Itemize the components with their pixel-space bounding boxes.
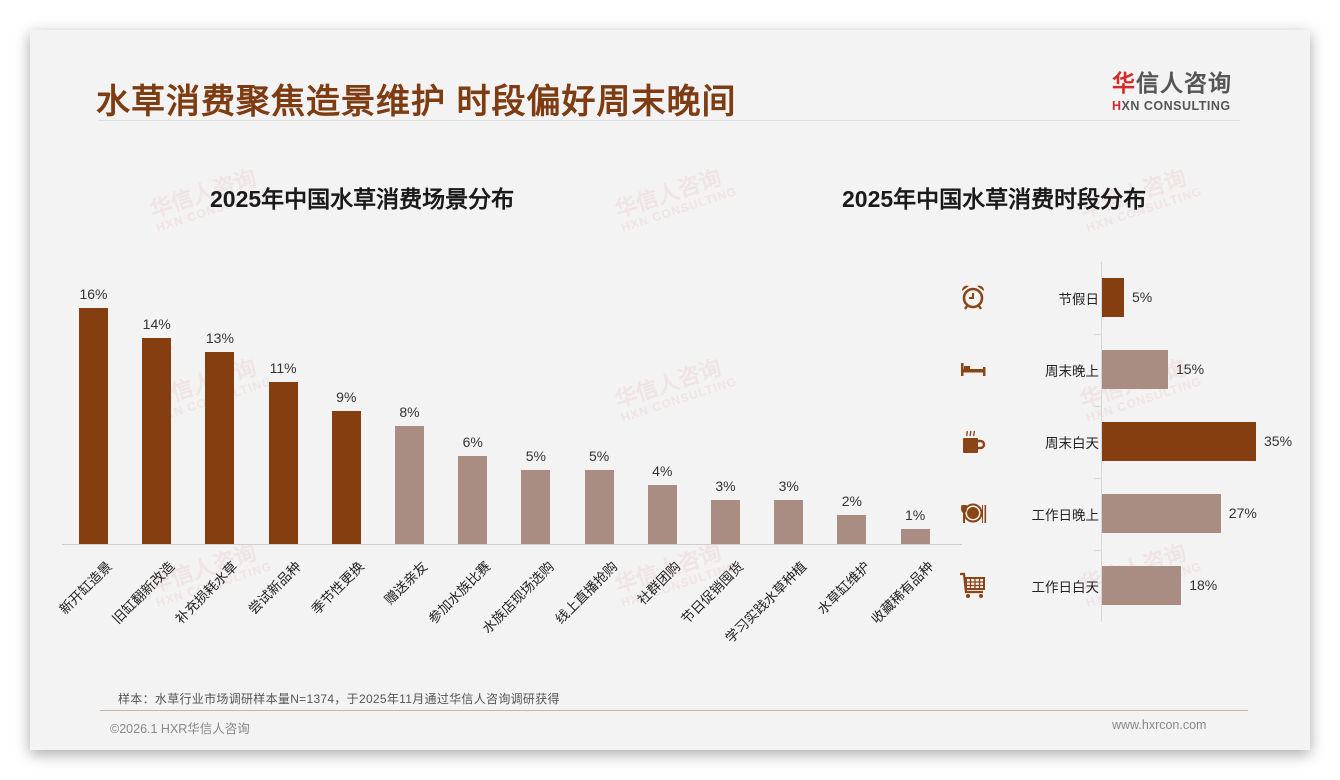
bar xyxy=(647,485,677,544)
category-label: 补充损耗水草 xyxy=(172,558,241,627)
website-link[interactable]: www.hxrcon.com xyxy=(1112,718,1207,732)
bar-value-label: 5% xyxy=(525,448,546,465)
bar xyxy=(1102,494,1221,533)
logo: 华信人咨询 HXN CONSULTING xyxy=(1112,70,1232,113)
bar xyxy=(1102,278,1124,317)
category-label: 线上直播抢购 xyxy=(552,558,621,627)
category-label: 收藏稀有品种 xyxy=(868,558,937,627)
bar-value-label: 4% xyxy=(652,463,673,479)
category-label: 工作日白天 xyxy=(1031,580,1100,595)
sample-note: 样本：水草行业市场调研样本量N=1374，于2025年11月通过华信人咨询调研获… xyxy=(118,692,560,706)
bar-value-label: 2% xyxy=(841,492,862,509)
category-label: 旧缸翻新改造 xyxy=(109,558,178,627)
x-axis xyxy=(62,544,962,545)
bar-value-label: 3% xyxy=(715,477,736,494)
period-chart-title: 2025年中国水草消费时段分布 xyxy=(842,186,1147,212)
bar xyxy=(774,499,804,544)
axis-tick xyxy=(1094,406,1102,407)
plate-cutlery-icon xyxy=(958,498,988,528)
bar xyxy=(1102,566,1182,605)
category-label: 周末晚上 xyxy=(1045,364,1099,379)
footer-divider xyxy=(100,710,1248,711)
bar-value-label: 8% xyxy=(399,404,420,420)
category-label: 工作日晚上 xyxy=(1031,508,1100,523)
bar xyxy=(268,381,298,544)
period-row: 周末晚上 15% xyxy=(940,334,1310,406)
period-row: 周末白天 35% xyxy=(940,406,1310,478)
bar xyxy=(521,470,551,544)
slide: 华信人咨询 HXN CONSULTING 华信人咨询 HXN CONSULTING … xyxy=(30,30,1310,750)
period-row: 节假日 5% xyxy=(940,262,1310,334)
bar-value-label: 15% xyxy=(1176,361,1205,377)
scene-chart-title: 2025年中国水草消费场景分布 xyxy=(210,186,515,212)
bar-value-label: 16% xyxy=(79,286,108,302)
scene-bar-chart: 16% 新开缸造景 14% 旧缸翻新改造 13% 补充损耗水草 11% 尝试新品种 9% 季节性更… xyxy=(56,270,962,670)
bar-value-label: 11% xyxy=(269,359,297,376)
category-label: 尝试新品种 xyxy=(245,558,305,618)
alarm-clock-icon xyxy=(958,282,988,312)
bar xyxy=(1102,350,1168,389)
bar-value-label: 13% xyxy=(205,330,234,347)
bar-value-label: 6% xyxy=(462,433,483,450)
bar-value-label: 9% xyxy=(336,389,357,406)
axis-tick xyxy=(1094,550,1102,551)
bar xyxy=(900,529,930,544)
bar xyxy=(395,426,424,544)
category-label: 节假日 xyxy=(1058,292,1100,307)
bar-value-label: 3% xyxy=(778,477,799,494)
axis-tick xyxy=(1094,334,1102,335)
bar-value-label: 14% xyxy=(142,315,171,332)
bar xyxy=(458,455,488,544)
bar xyxy=(837,514,867,544)
bar-value-label: 27% xyxy=(1228,505,1257,521)
coffee-mug-icon xyxy=(958,426,988,456)
period-row: 工作日白天 18% xyxy=(940,550,1310,622)
category-label: 社群团购 xyxy=(634,558,684,608)
category-label: 新开缸造景 xyxy=(56,558,115,618)
bar xyxy=(711,499,740,544)
title-divider xyxy=(98,120,1240,121)
category-label: 季节性更换 xyxy=(308,558,368,618)
axis-tick xyxy=(1094,478,1102,479)
y-axis xyxy=(1101,262,1102,622)
bed-icon xyxy=(958,354,988,384)
bar xyxy=(584,470,614,544)
bar-value-label: 5% xyxy=(1132,289,1153,305)
copyright: ©2026.1 HXR华信人咨询 xyxy=(110,722,250,736)
bar-value-label: 5% xyxy=(588,448,610,465)
category-label: 赠送亲友 xyxy=(381,558,431,608)
bar-value-label: 35% xyxy=(1264,433,1293,449)
bar xyxy=(1102,422,1256,461)
page-title: 水草消费聚焦造景维护 时段偏好周末晚间 xyxy=(96,83,737,121)
bar xyxy=(142,337,172,544)
shopping-cart-icon xyxy=(958,570,988,600)
bar xyxy=(205,352,235,544)
period-bar-chart: 节假日 5% 周末晚上 15% 周末白天 35% 工作日晚上 27% 工作日白天 18% xyxy=(940,262,1310,622)
bar xyxy=(79,308,108,544)
category-label: 水草缸维护 xyxy=(814,558,873,618)
bar-value-label: 18% xyxy=(1189,577,1218,593)
period-row: 工作日晚上 27% xyxy=(940,478,1310,550)
category-label: 周末白天 xyxy=(1045,436,1099,451)
bar xyxy=(331,411,361,544)
bar-value-label: 1% xyxy=(904,507,926,524)
